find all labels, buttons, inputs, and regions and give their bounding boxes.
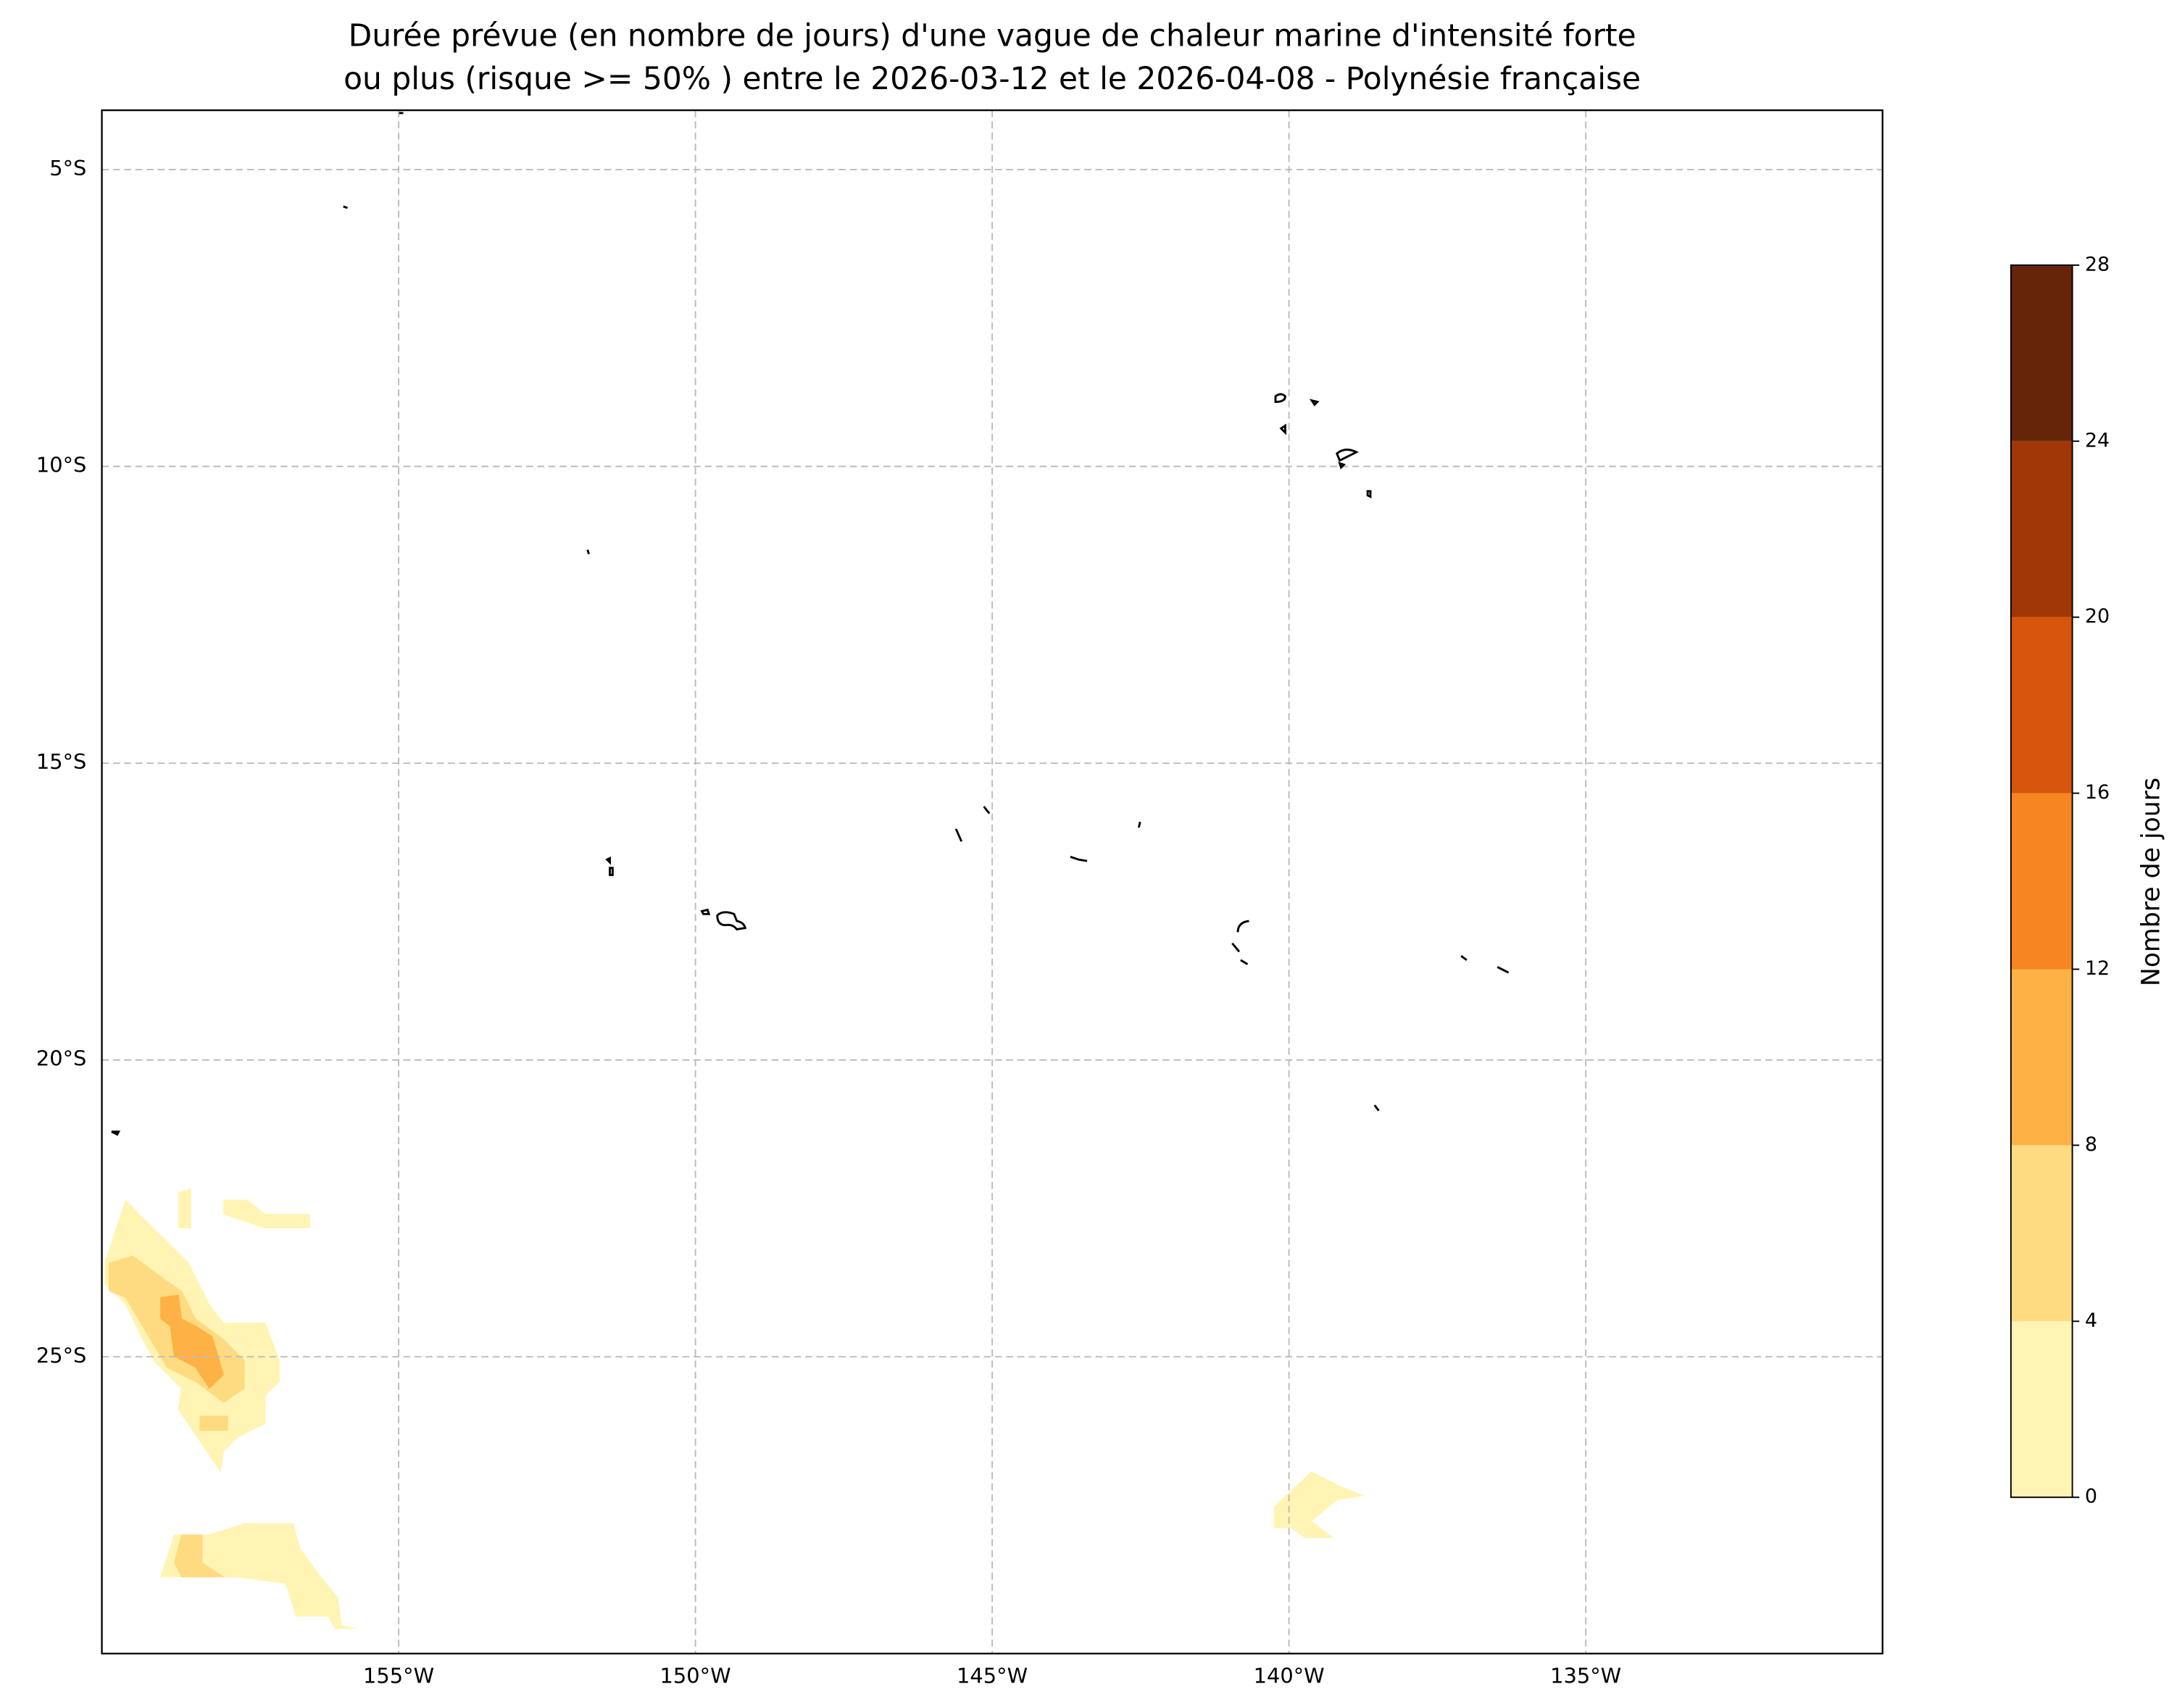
y-tick-label: 20°S	[36, 1046, 87, 1071]
island	[954, 806, 1141, 862]
x-tick-label: 140°W	[1254, 1664, 1325, 1688]
x-tick-label: 135°W	[1550, 1664, 1621, 1688]
chart-title: Durée prévue (en nombre de jours) d'une …	[349, 18, 1636, 54]
y-tick-label: 5°S	[49, 156, 86, 180]
y-tick-label: 25°S	[36, 1343, 87, 1367]
contour-region	[160, 1294, 225, 1389]
colorbar-segment	[2010, 793, 2073, 970]
contour-region	[223, 1199, 310, 1229]
colorbar-segment	[2010, 1321, 2073, 1498]
colorbar-tick-label: 24	[2085, 429, 2110, 451]
colorbar-tick-label: 12	[2085, 957, 2110, 980]
colorbar-segment	[2010, 1145, 2073, 1322]
x-tick-label: 145°W	[957, 1664, 1028, 1688]
island	[700, 908, 747, 931]
colorbar-tick-label: 16	[2085, 781, 2110, 804]
island	[111, 1130, 121, 1136]
map-frame	[101, 109, 1883, 1655]
contour-region	[159, 1522, 357, 1629]
colorbar-segment	[2010, 264, 2073, 441]
island	[605, 856, 614, 876]
contour-region	[1273, 1471, 1365, 1538]
colorbar-segment	[2010, 441, 2073, 617]
chart-title: ou plus (risque >= 50% ) entre le 2026-0…	[344, 61, 1641, 96]
colorbar-label: Nombre de jours	[2136, 778, 2165, 986]
island	[1231, 920, 1510, 974]
colorbar-segment	[2010, 969, 2073, 1146]
grid	[101, 110, 1883, 1654]
colorbar-tick-label: 8	[2085, 1133, 2097, 1156]
colorbar-segment	[2010, 617, 2073, 793]
island	[1274, 393, 1372, 499]
colorbar-frame	[2010, 264, 2073, 1499]
y-tick-label: 10°S	[36, 453, 87, 478]
contour-region	[199, 1415, 228, 1431]
colorbar-tick-label: 28	[2085, 253, 2110, 275]
x-tick-label: 150°W	[660, 1664, 731, 1688]
contour-region	[174, 1534, 225, 1578]
coastlines	[111, 112, 1510, 1136]
island	[1373, 1104, 1380, 1112]
island	[343, 205, 348, 209]
y-tick-label: 15°S	[36, 749, 87, 774]
colorbar-tick-label: 4	[2085, 1309, 2097, 1332]
island	[586, 549, 590, 554]
colorbar-tick-label: 20	[2085, 605, 2110, 628]
colorbar: 0 4 8 12 16 20 24 28	[2010, 253, 2110, 1508]
colorbar-tick-label: 0	[2085, 1486, 2097, 1508]
contour-layer	[104, 1188, 1365, 1629]
contour-region	[178, 1188, 191, 1229]
x-tick-label: 155°W	[363, 1664, 434, 1688]
